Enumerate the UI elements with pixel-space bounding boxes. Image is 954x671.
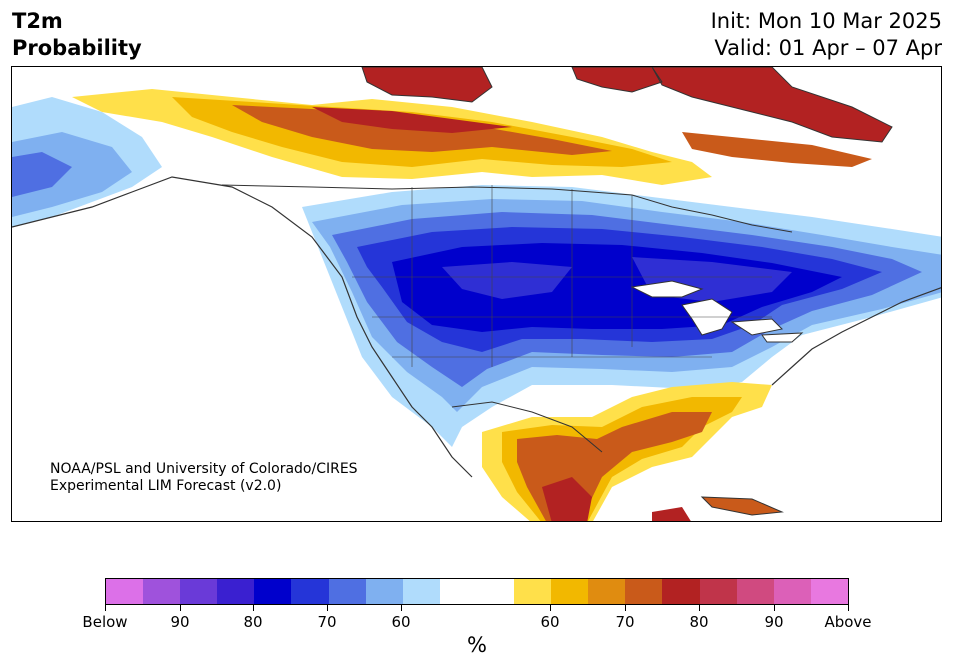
colorbar-swatch (662, 579, 700, 604)
colorbar-tick-label: 70 (317, 613, 337, 631)
country-borders (221, 184, 793, 453)
cold-core (442, 257, 792, 302)
colorbar-swatch (773, 579, 811, 604)
credit-line-2: Experimental LIM Forecast (v2.0) (50, 478, 282, 494)
cuba-warm (700, 496, 784, 516)
colorbar-swatch (217, 579, 255, 604)
colorbar-swatch (328, 579, 366, 604)
colorbar (105, 578, 849, 605)
colorbar-swatch (402, 579, 440, 604)
colorbar-tick (848, 605, 849, 611)
colorbar-swatch (291, 579, 329, 604)
map-canvas (12, 67, 941, 521)
colorbar-tick-label: 80 (689, 613, 709, 631)
colorbar-swatch (699, 579, 737, 604)
credit-line-1: NOAA/PSL and University of Colorado/CIRE… (50, 461, 358, 477)
colorbar-tick-label: 80 (243, 613, 263, 631)
variable-title: T2m (12, 9, 63, 33)
valid-range: Valid: 01 Apr – 07 Apr (714, 36, 942, 60)
colorbar-swatch (736, 579, 774, 604)
colorbar-tick-label: 70 (615, 613, 635, 631)
colorbar-swatch (439, 579, 477, 604)
yucatan-warm (652, 507, 691, 521)
colorbar-tick (550, 605, 551, 611)
colorbar-swatch (143, 579, 181, 604)
colorbar-swatch (180, 579, 218, 604)
title-right: Init: Mon 10 Mar 2025 Valid: 01 Apr – 07… (711, 8, 942, 62)
colorbar-tick (699, 605, 700, 611)
colorbar-swatch (810, 579, 848, 604)
colorbar-tick (105, 605, 106, 611)
title-left: T2m Probability (12, 8, 142, 62)
colorbar-tick-label: 90 (170, 613, 190, 631)
hudson-warm (682, 132, 872, 167)
colorbar-swatch (106, 579, 144, 604)
colorbar-tick (401, 605, 402, 611)
colorbar-tick (625, 605, 626, 611)
colorbar-swatch (476, 579, 515, 604)
colorbar-tick (774, 605, 775, 611)
colorbar-tick-label: 90 (764, 613, 784, 631)
probability-map: NOAA/PSL and University of Colorado/CIRE… (11, 66, 942, 522)
colorbar-swatch (551, 579, 589, 604)
colorbar-swatch (254, 579, 292, 604)
credit-text: NOAA/PSL and University of Colorado/CIRE… (50, 461, 358, 495)
alaska-cool-core (12, 152, 72, 197)
colorbar-tick-label: Below (82, 613, 128, 631)
colorbar-unit: % (467, 633, 487, 657)
colorbar-tick-label: 60 (391, 613, 411, 631)
colorbar-tick (327, 605, 328, 611)
init-date: Init: Mon 10 Mar 2025 (710, 9, 942, 33)
south-warm-core (542, 477, 592, 521)
great-lakes (630, 280, 804, 343)
state-lines (352, 185, 772, 367)
colorbar-tick (253, 605, 254, 611)
arctic-islands (361, 67, 893, 143)
colorbar-swatch (514, 579, 552, 604)
colorbar-tick-label: 60 (540, 613, 560, 631)
canada-warm-core (312, 107, 512, 133)
colorbar-swatch (588, 579, 626, 604)
product-title: Probability (12, 36, 142, 60)
colorbar-swatch (365, 579, 403, 604)
coastline (12, 176, 941, 478)
colorbar-tick (180, 605, 181, 611)
colorbar-swatch (625, 579, 663, 604)
colorbar-tick-label: Above (824, 613, 872, 631)
